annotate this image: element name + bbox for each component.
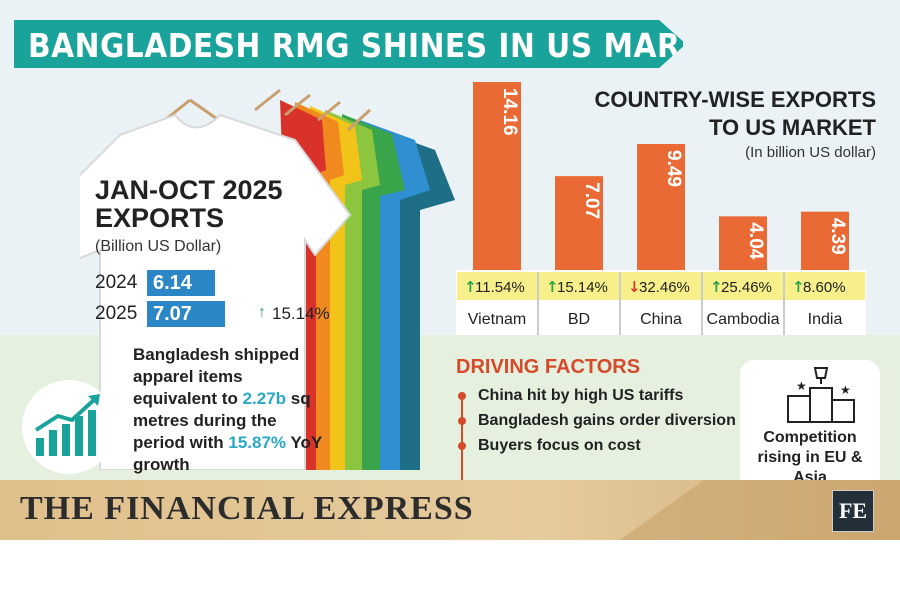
bullet-dot — [458, 392, 466, 400]
up-arrow-icon: ↑ — [546, 278, 559, 296]
driving-factors-title: DRIVING FACTORS — [456, 356, 641, 378]
para-text-1: Bangladesh shipped apparel items equival… — [133, 345, 300, 408]
exports-heading-line2: EXPORTS — [95, 203, 225, 233]
podium-trophy-icon: ★ ★ — [787, 367, 855, 423]
chart-unit: (In billion US dollar) — [745, 144, 876, 161]
driving-factor-text: Buyers focus on cost — [478, 437, 641, 454]
year-2024-bar: 6.14 — [147, 270, 215, 296]
bullet-dot — [458, 442, 466, 450]
exports-heading: JAN-OCT 2025 EXPORTS — [95, 176, 283, 232]
bar-bd — [555, 176, 603, 270]
exports-unit: (Billion US Dollar) — [95, 238, 222, 255]
bullet-dot — [458, 417, 466, 425]
para-text-2: sq metres during the period with — [133, 389, 311, 452]
change-box — [703, 272, 783, 300]
up-arrow-icon: ↑ — [792, 278, 805, 296]
competition-box: ★ ★ — [740, 360, 880, 490]
change-percent: 8.60% — [803, 279, 846, 296]
bar-cambodia — [719, 216, 767, 270]
bar-value-label: 14.16 — [499, 88, 520, 136]
driving-factor-item: China hit by high US tariffs — [456, 386, 736, 406]
change-percent: 25.46% — [721, 279, 772, 296]
year-2025-bar: 7.07 — [147, 301, 225, 327]
para-highlight-growth: 15.87% — [228, 433, 287, 452]
year-2024-label: 2024 — [95, 272, 138, 293]
down-arrow-icon: ↓ — [628, 278, 641, 296]
driving-factors-line — [461, 396, 463, 480]
para-highlight-sqm: 2.27b — [242, 389, 287, 408]
change-box — [457, 272, 537, 300]
exports-heading-line1: JAN-OCT 2025 — [95, 175, 283, 205]
category-label: India — [808, 311, 843, 328]
svg-text:★: ★ — [840, 383, 851, 397]
change-percent: 11.54% — [475, 279, 525, 296]
para-text-3: YoY growth — [133, 433, 322, 474]
change-box — [539, 272, 619, 300]
bar-india — [801, 211, 849, 270]
change-box — [785, 272, 865, 300]
bar-china — [637, 144, 685, 270]
competition-text: Competition rising in EU & Asia — [757, 429, 863, 486]
change-percent: 32.46% — [639, 279, 690, 296]
bar-value-label: 4.39 — [827, 218, 848, 255]
fe-logo: FE — [832, 490, 874, 532]
bar-value-label: 7.07 — [581, 182, 602, 219]
infographic: BANGLADESH RMG SHINES IN US MARKET JAN-O… — [0, 0, 900, 540]
category-label: Cambodia — [707, 311, 780, 328]
tshirts-illustration — [80, 88, 455, 470]
up-arrow-icon: ↑ — [464, 278, 477, 296]
main-title: BANGLADESH RMG SHINES IN US MARKET — [28, 26, 746, 65]
growth-percent: 15.14% — [272, 304, 330, 323]
change-percent: 15.14% — [557, 279, 608, 296]
title-banner: BANGLADESH RMG SHINES IN US MARKET — [14, 20, 686, 68]
driving-factor-item: Bangladesh gains order diversion — [456, 411, 736, 431]
category-label: BD — [568, 311, 590, 328]
bar-vietnam — [473, 82, 521, 270]
driving-factor-text: Bangladesh gains order diversion — [478, 412, 736, 429]
white-tshirt — [80, 113, 352, 470]
growth-up-arrow-icon: ↑ — [258, 304, 266, 321]
bar-value-label: 9.49 — [663, 150, 684, 187]
svg-text:★: ★ — [796, 379, 807, 393]
country-exports-chart: 14.16↑11.54%Vietnam7.07↑15.14%BD9.49↓32.… — [456, 82, 866, 335]
driving-factors-list: China hit by high US tariffs Bangladesh … — [456, 386, 736, 461]
year-2025-label: 2025 — [95, 303, 138, 324]
chart-title-line2: TO US MARKET — [708, 115, 876, 140]
driving-factor-text: China hit by high US tariffs — [478, 387, 684, 404]
growth-chart-icon — [34, 394, 100, 456]
change-box — [621, 272, 701, 300]
up-arrow-icon: ↑ — [710, 278, 723, 296]
bar-value-label: 4.04 — [745, 222, 766, 259]
growth-chart-badge — [22, 380, 116, 474]
chart-title: COUNTRY-WISE EXPORTS TO US MARKET — [594, 86, 876, 142]
category-label: China — [640, 311, 682, 328]
chart-title-line1: COUNTRY-WISE EXPORTS — [594, 87, 876, 112]
driving-factor-item: Buyers focus on cost — [456, 436, 736, 456]
category-label: Vietnam — [468, 311, 526, 328]
footer-brand: THE FINANCIAL EXPRESS — [20, 490, 474, 527]
shipment-paragraph: Bangladesh shipped apparel items equival… — [133, 344, 323, 476]
